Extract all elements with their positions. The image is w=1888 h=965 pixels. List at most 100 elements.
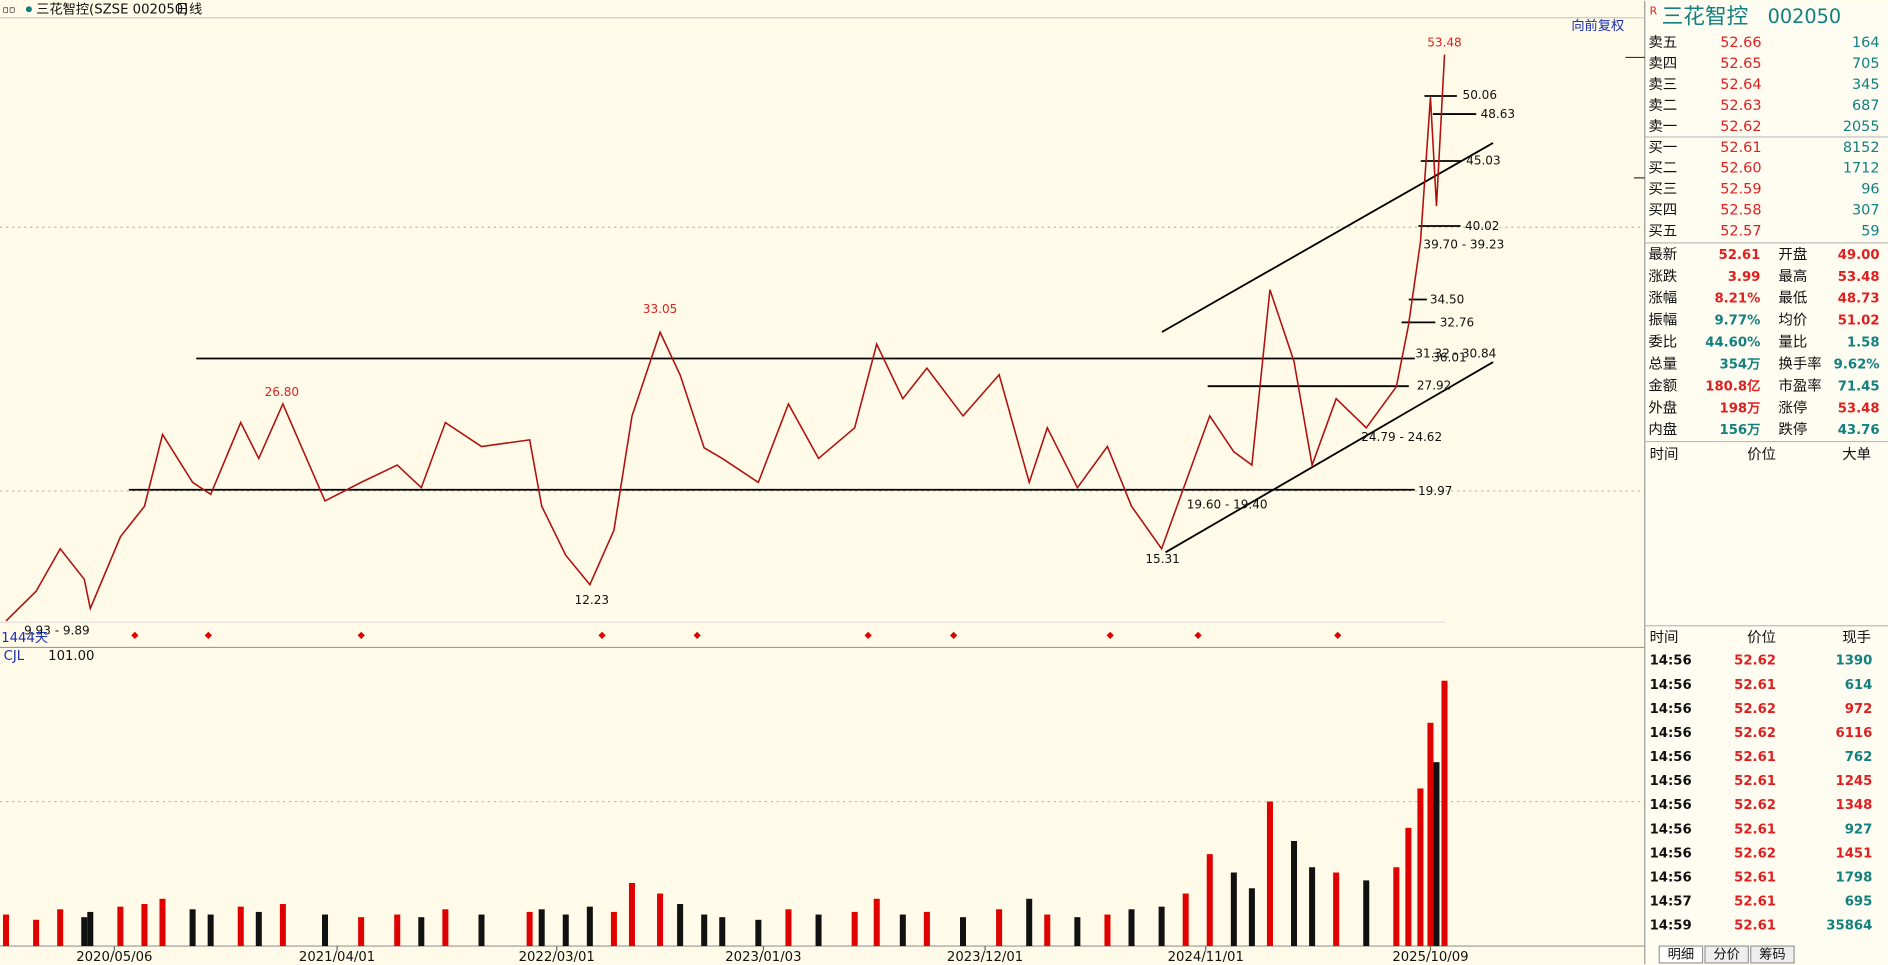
volume-bar	[159, 898, 166, 947]
volume-bar	[418, 917, 425, 947]
tab-label[interactable]: 筹码	[1759, 946, 1785, 963]
tick-volume: 1451	[1836, 846, 1873, 861]
volume-bar	[677, 904, 684, 947]
price-annotation: 34.50	[1430, 292, 1464, 306]
tick-time: 14:56	[1650, 846, 1692, 861]
tick-volume: 6116	[1836, 726, 1873, 741]
tick-time: 14:56	[1650, 870, 1692, 885]
volume-bar	[959, 917, 967, 947]
drawn-lines	[128, 95, 1494, 554]
book-label: 买三	[1648, 181, 1677, 198]
stat-label: 振幅	[1648, 312, 1677, 329]
stat-value: 53.48	[1838, 401, 1880, 416]
tick-time: 14:56	[1650, 750, 1692, 765]
price-annotation: 53.48	[1427, 35, 1461, 49]
volume-bar	[923, 911, 930, 947]
volume-bar	[117, 906, 124, 947]
tab-label[interactable]: 明细	[1668, 947, 1694, 963]
toolbar-icon[interactable]: ▫▫	[2, 4, 15, 15]
volume-bar	[1441, 680, 1448, 947]
book-price: 52.63	[1720, 98, 1761, 114]
column-header: 时间	[1650, 446, 1679, 463]
stat-value: 9.62%	[1834, 358, 1880, 373]
tick-volume: 1390	[1836, 654, 1873, 669]
book-price: 52.62	[1720, 119, 1761, 135]
book-label: 卖四	[1648, 55, 1677, 72]
volume-bar	[207, 914, 214, 947]
volume-bar	[755, 919, 762, 947]
volume-bar	[1266, 801, 1273, 947]
tick-volume: 1798	[1836, 870, 1873, 885]
tick-time: 14:56	[1650, 726, 1692, 741]
stat-value: 71.45	[1838, 379, 1880, 394]
stat-value: 44.60%	[1705, 336, 1760, 351]
column-header: 价位	[1747, 629, 1776, 646]
stat-label: 涨幅	[1648, 290, 1677, 307]
tick-price: 52.62	[1734, 654, 1776, 669]
book-label: 买四	[1648, 202, 1677, 219]
x-tick-label: 2023/12/01	[947, 950, 1023, 965]
stat-label: 最低	[1778, 290, 1807, 307]
tick-price: 52.62	[1734, 702, 1776, 717]
tab[interactable]	[1704, 945, 1749, 964]
x-tick-label: 2025/10/09	[1392, 950, 1468, 965]
book-label: 买五	[1648, 223, 1677, 240]
volume-bar	[628, 883, 635, 947]
book-volume: 59	[1861, 224, 1879, 240]
volume-bar	[562, 914, 569, 947]
stock-name: 三花智控	[1662, 5, 1749, 30]
book-volume: 2055	[1843, 119, 1880, 135]
volume-bar	[81, 917, 88, 947]
tick-price: 52.61	[1734, 895, 1776, 910]
tick-volume: 614	[1845, 678, 1873, 693]
x-tick-label: 2023/01/03	[725, 950, 801, 965]
tick-time: 14:56	[1650, 798, 1692, 813]
stat-label: 涨跌	[1648, 268, 1677, 285]
price-annotation: 45.03	[1466, 154, 1500, 168]
indicator-value: 101.00	[48, 649, 94, 664]
volume-bar	[189, 909, 196, 947]
period[interactable]: 日线	[176, 1, 202, 17]
book-label: 卖三	[1648, 76, 1677, 93]
book-price: 52.66	[1720, 35, 1761, 51]
tick-price: 52.61	[1734, 919, 1776, 934]
volume-bar	[1291, 840, 1298, 947]
tab[interactable]	[1658, 945, 1704, 964]
volume-bar	[394, 914, 401, 947]
stat-label: 市盈率	[1778, 377, 1821, 394]
volume-bar	[1417, 788, 1424, 947]
column-header: 现手	[1842, 629, 1871, 646]
stat-label: 内盘	[1648, 420, 1677, 438]
book-volume: 1712	[1843, 161, 1880, 177]
book-volume: 164	[1852, 35, 1880, 51]
volume-bar	[1230, 872, 1237, 947]
price-annotation: 15.31	[1145, 552, 1179, 566]
price-annotation: 26.80	[265, 385, 299, 399]
symbol[interactable]: 三花智控(SZSE 002050)	[36, 1, 188, 17]
stat-label: 总量	[1648, 356, 1677, 373]
adjust-mode[interactable]: 向前复权	[1571, 17, 1624, 34]
indicator-name[interactable]: CJL	[4, 649, 25, 664]
volume-bar	[237, 906, 244, 947]
stat-label: 开盘	[1778, 245, 1807, 263]
volume-bar	[1405, 827, 1412, 947]
volume-bar	[358, 917, 365, 947]
price-annotation: 24.79 - 24.62	[1361, 430, 1442, 444]
price-annotation: 9.93 - 9.89	[24, 624, 90, 638]
book-price: 52.60	[1720, 161, 1761, 177]
tab-label[interactable]: 分价	[1713, 947, 1739, 963]
tick-time: 14:56	[1650, 678, 1692, 693]
column-header: 时间	[1650, 629, 1679, 646]
tick-price: 52.62	[1734, 846, 1776, 861]
volume-bar	[851, 911, 858, 947]
tick-price: 52.61	[1734, 678, 1776, 693]
book-volume: 96	[1861, 182, 1879, 198]
tab[interactable]	[1750, 945, 1795, 964]
book-volume: 8152	[1843, 140, 1880, 156]
stat-value: 156万	[1719, 422, 1760, 438]
tick-time: 14:56	[1650, 654, 1692, 669]
volume-bar	[57, 909, 64, 947]
stat-value: 1.58	[1847, 336, 1880, 351]
stat-label: 最新	[1648, 246, 1677, 263]
